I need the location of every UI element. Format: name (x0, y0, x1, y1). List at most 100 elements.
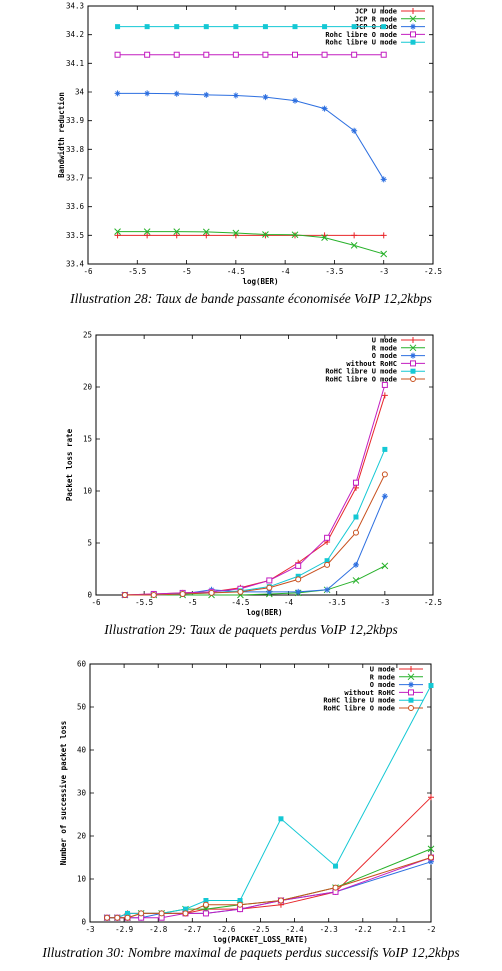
legend-marker (408, 689, 414, 696)
x-tick-label: -4.5 (231, 598, 249, 607)
data-point (173, 228, 181, 235)
x-tick-label: -5 (182, 267, 191, 276)
data-point (124, 914, 131, 921)
series-line (107, 796, 432, 919)
data-point (428, 854, 434, 861)
data-point (295, 576, 302, 583)
data-point (381, 493, 388, 500)
data-point (381, 24, 387, 30)
x-tick-label: -2.5 (251, 925, 269, 934)
data-point (381, 392, 388, 399)
data-point (203, 24, 209, 30)
x-tick-label: -2.5 (424, 267, 442, 276)
data-point (182, 906, 188, 912)
x-axis-title: log(BER) (242, 277, 278, 286)
series-u-mode (121, 392, 388, 598)
data-point (277, 897, 284, 904)
y-tick-label: 0 (81, 918, 86, 927)
data-point (292, 97, 298, 104)
legend-label: U mode (370, 666, 395, 674)
data-point (208, 589, 215, 596)
series-o-mode (121, 493, 388, 598)
data-point (144, 24, 150, 30)
plot-frame (95, 334, 434, 596)
data-point (233, 24, 239, 30)
legend-label: without RoHC (346, 360, 397, 368)
data-point (237, 901, 244, 908)
data-point (324, 586, 331, 593)
data-point (121, 592, 128, 598)
y-tick-label: 33.9 (66, 116, 84, 125)
data-point (237, 898, 243, 903)
data-point (380, 250, 388, 258)
data-point (351, 24, 357, 30)
caption-illustration-29: Illustration 29: Taux de paquets perdus … (104, 622, 398, 637)
data-point (203, 898, 209, 903)
data-point (321, 105, 328, 112)
caption-illustration-28: Illustration 28: Taux de bande passante … (70, 291, 432, 306)
legend-label: RoHC libre O mode (323, 705, 395, 713)
series-line (107, 857, 432, 919)
legend-marker (410, 23, 416, 30)
series-jcp-r-mode (114, 228, 388, 258)
x-tick-label: -4.5 (227, 267, 245, 276)
legend-marker (410, 337, 416, 343)
legend-label: O mode (370, 681, 395, 689)
data-point (173, 90, 180, 97)
y-tick-label: 15 (83, 435, 92, 444)
data-point (324, 534, 331, 541)
legend-label: RoHC libre U mode (323, 697, 395, 705)
legend-marker (410, 8, 416, 14)
series-r-mode (121, 562, 389, 599)
series-rohc-libre-u-mode (115, 24, 387, 30)
legend-label: without RoHC (344, 689, 395, 697)
caption-illustration-30: Illustration 30: Nombre maximal de paque… (42, 945, 460, 960)
x-tick-label: -4 (281, 267, 291, 276)
y-tick-label: 33.7 (66, 174, 84, 183)
data-point (428, 683, 434, 688)
series-rohc-libre-u-mode (104, 683, 434, 921)
data-point (321, 234, 328, 241)
data-point (292, 51, 298, 58)
x-tick-label: -2.4 (286, 925, 305, 934)
data-point (295, 588, 302, 595)
data-point (291, 231, 299, 239)
y-tick-label: 10 (83, 487, 93, 496)
data-point (351, 127, 358, 134)
data-point (262, 231, 269, 238)
data-point (114, 914, 121, 921)
data-point (203, 91, 210, 98)
y-tick-label: 20 (83, 383, 93, 392)
legend-label: Rohc libre O mode (325, 31, 397, 39)
series-line (117, 92, 385, 180)
data-point (380, 51, 387, 58)
x-tick-label: -3 (380, 598, 389, 607)
legend-marker (410, 360, 416, 367)
data-point (324, 558, 330, 564)
data-point (351, 51, 358, 58)
data-point (144, 232, 151, 239)
y-tick-label: 33.8 (66, 145, 85, 154)
x-tick-label: -6 (83, 267, 93, 276)
series-line (124, 565, 386, 596)
series-jcp-o-mode (114, 90, 387, 183)
y-tick-label: 33.5 (66, 231, 84, 240)
data-point (202, 228, 210, 236)
x-tick-label: -2.7 (183, 925, 201, 934)
x-tick-label: -5 (188, 598, 197, 607)
data-point (295, 562, 302, 569)
data-point (125, 910, 131, 916)
data-point (262, 24, 268, 30)
y-tick-label: 50 (77, 703, 87, 712)
series-r-mode (103, 845, 435, 922)
y-axis-title: Packet loss rate (65, 428, 74, 501)
y-tick-label: 5 (87, 539, 92, 548)
data-point (381, 471, 388, 478)
x-tick-label: -4 (284, 598, 294, 607)
y-axis-title: Bandwidth reduction (57, 92, 66, 178)
y-tick-label: 34.1 (66, 59, 84, 68)
data-point (232, 51, 239, 58)
data-point (428, 794, 434, 801)
data-point (203, 51, 210, 58)
data-point (262, 51, 269, 58)
